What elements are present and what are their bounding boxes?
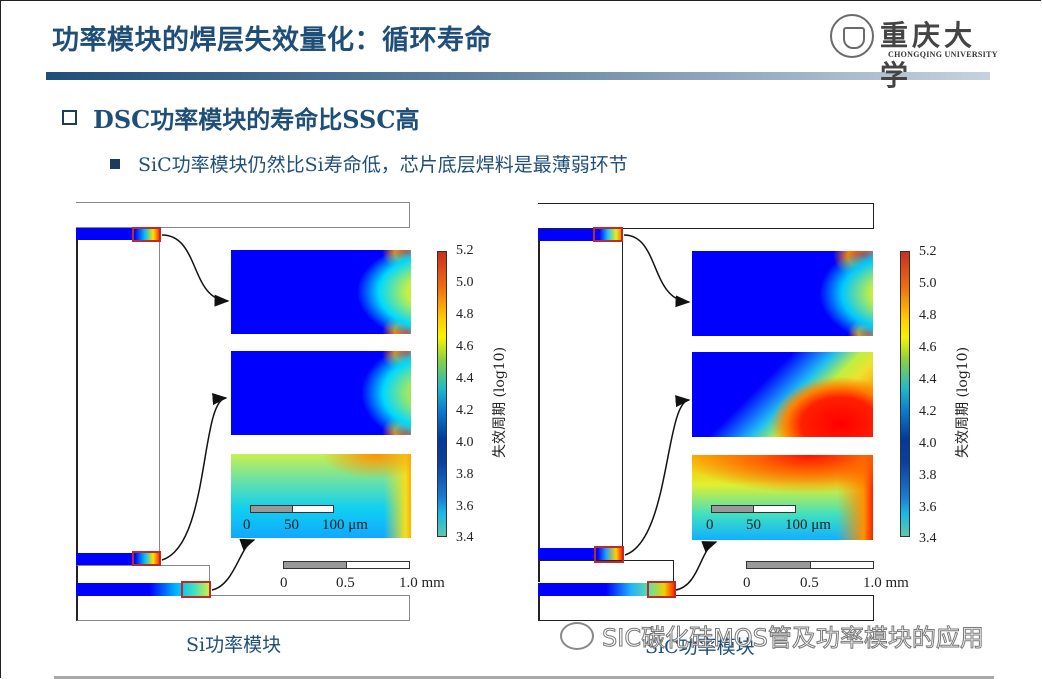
chip-column [76,240,160,554]
square-bullet-icon [110,158,120,169]
sic-chip-solder-map [692,455,873,540]
chip-column [538,240,623,548]
micro-scale-tick: 0 [706,517,714,533]
top-substrate [538,203,874,229]
colorbar-tick: 3.6 [919,500,937,515]
colorbar-tick: 4.8 [456,307,474,322]
macro-scale-tick: 0.5 [336,575,355,591]
colorbar-tick: 4.8 [919,308,937,323]
chip-bottom-solder-highlight [647,581,676,598]
macro-scale-tick: 1.0 mm [399,575,445,591]
top-solder-highlight [593,227,623,242]
slide-title: 功率模块的焊层失效量化：循环寿命 [52,25,492,56]
wechat-icon [560,621,594,650]
mid-solder-layer [538,548,623,560]
checkbox-bullet-icon [62,110,77,125]
university-logo: 重庆大学 CHONGQING UNIVERSITY [830,12,1000,92]
micro-scale-tick: 100 μm [322,517,368,533]
colorbar [437,251,447,537]
colorbar-tick: 4.4 [456,371,474,386]
macro-scale-bar [283,561,410,569]
chip-bottom-solder-layer [76,583,210,596]
si-mid-solder-map [231,351,411,435]
footer-rule [54,676,994,679]
colorbar-tick: 4.0 [456,435,474,450]
colorbar-tick: 4.6 [919,340,937,355]
chip-bottom-solder-layer [538,583,674,596]
colorbar-tick: 4.6 [456,339,474,354]
university-seal-icon [830,14,874,58]
bottom-substrate [538,595,874,621]
chip-bottom-solder-highlight [181,581,211,598]
colorbar-tick: 5.2 [919,244,937,259]
micro-scale-bar [711,505,796,513]
sic-mid-solder-map [692,352,873,437]
micro-scale-tick: 100 μm [785,517,831,533]
spacer [538,560,674,582]
colorbar-tick: 3.4 [919,531,937,546]
colorbar-tick: 4.4 [919,372,937,387]
si-chip-solder-map [231,454,411,538]
figure-caption: Si功率模块 [186,634,282,656]
top-substrate [76,202,410,228]
logo-name-cn: 重庆大学 [880,19,977,92]
colorbar-tick: 5.0 [919,276,937,291]
colorbar-tick: 3.4 [456,530,474,545]
colorbar-tick: 3.6 [456,499,474,514]
si-top-solder-map [231,250,411,334]
micro-scale-bar [250,505,334,513]
colorbar-tick: 5.0 [456,275,474,290]
colorbar-title: 失效周期 (log10) [492,346,508,458]
colorbar [900,251,910,537]
macro-scale-tick: 1.0 mm [863,575,909,591]
colorbar-tick: 4.2 [919,404,937,419]
colorbar-tick: 3.8 [456,467,474,482]
bottom-substrate [76,595,410,621]
colorbar-tick: 5.2 [456,243,474,258]
sic-top-solder-map [692,251,873,336]
macro-scale-tick: 0.5 [800,575,819,591]
micro-scale-tick: 50 [746,517,761,533]
colorbar-tick: 3.8 [919,468,937,483]
mid-solder-layer [76,553,160,565]
macro-scale-tick: 0 [280,575,288,591]
macro-scale-tick: 0 [743,575,751,591]
watermark: SIC碳化硅MOS管及功率模块的应用 [560,618,984,653]
figure-caption: SiC功率模块 [645,636,755,658]
title-underline-bar [46,72,990,80]
top-solder-layer [76,228,160,240]
macro-scale-bar [746,561,874,569]
watermark-text: SIC碳化硅MOS管及功率模块的应用 [602,624,985,653]
top-solder-highlight [132,227,161,242]
micro-scale-tick: 50 [284,517,299,533]
colorbar-tick: 4.2 [456,403,474,418]
section-heading: DSC功率模块的寿命比SSC高 [62,100,419,135]
mid-solder-highlight [594,546,624,563]
micro-scale-tick: 0 [243,517,251,533]
bullet-point: SiC功率模块仍然比Si寿命低，芯片底层焊料是最薄弱环节 [110,150,628,177]
bullet-text: SiC功率模块仍然比Si寿命低，芯片底层焊料是最薄弱环节 [138,154,628,176]
colorbar-tick: 4.0 [919,436,937,451]
colorbar-title: 失效周期 (log10) [955,346,971,458]
mid-solder-highlight [132,551,161,566]
section-heading-text: DSC功率模块的寿命比SSC高 [93,105,420,134]
top-solder-layer [538,229,623,241]
logo-name-en: CHONGQING UNIVERSITY [888,50,998,59]
